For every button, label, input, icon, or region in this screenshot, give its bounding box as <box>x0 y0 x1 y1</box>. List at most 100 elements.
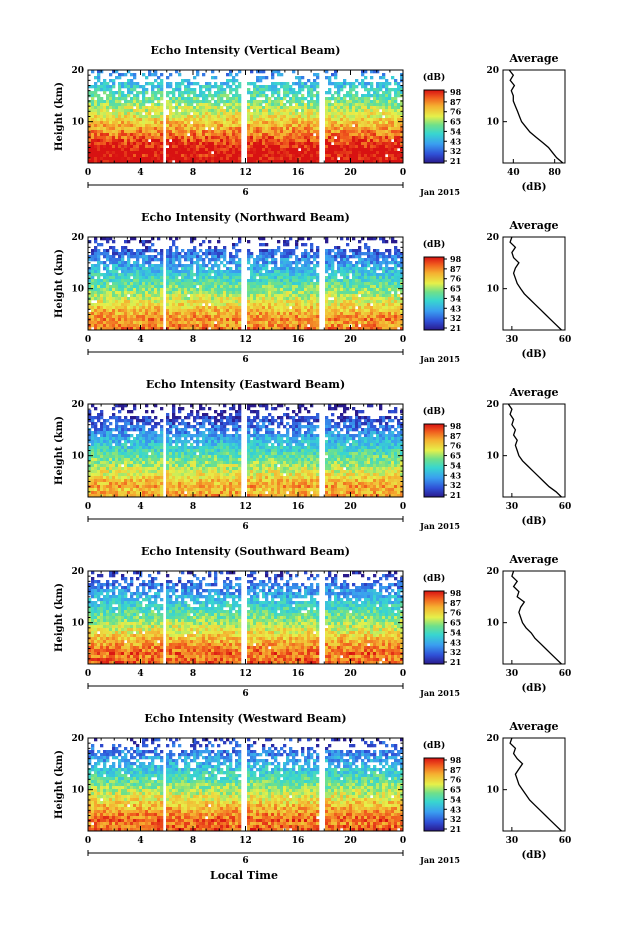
y-tick-label: 10 <box>71 118 84 128</box>
colorbar-unit: (dB) <box>423 573 445 584</box>
average-profile-line <box>509 236 562 331</box>
y-tick-label: 20 <box>71 66 84 76</box>
panel-title: Echo Intensity (Vertical Beam) <box>150 44 340 57</box>
colorbar-unit: (dB) <box>423 72 445 83</box>
average-title: Average <box>508 219 558 232</box>
colorbar-tick-label: 21 <box>450 323 461 333</box>
x-tick-label: 4 <box>137 335 143 345</box>
panel-title: Echo Intensity (Westward Beam) <box>144 712 346 725</box>
x-tick-label: 12 <box>239 502 252 512</box>
y-axis-label: Height (km) <box>54 416 65 485</box>
heatmap-cells <box>88 237 404 331</box>
x-tick-label: 16 <box>292 669 305 679</box>
colorbar-tick-label: 54 <box>450 794 462 804</box>
colorbar-tick-label: 65 <box>450 117 461 127</box>
date-label: Jan 2015 <box>419 521 460 531</box>
date-label: Jan 2015 <box>419 354 460 364</box>
colorbar-tick-label: 65 <box>450 618 461 628</box>
average-title: Average <box>508 386 558 399</box>
average-profile-line <box>507 403 562 498</box>
heatmap-cells <box>88 404 404 498</box>
x-tick-label: 20 <box>344 836 357 846</box>
avg-y-tick-label: 10 <box>486 118 499 128</box>
x-tick-label: 0 <box>85 168 91 178</box>
avg-x-tick-label: 80 <box>548 168 561 178</box>
average-frame <box>502 69 566 164</box>
y-axis-label: Height (km) <box>54 249 65 318</box>
day-label: 6 <box>242 522 248 532</box>
colorbar-unit: (dB) <box>423 239 445 250</box>
avg-x-axis-label: (dB) <box>522 683 547 694</box>
avg-y-tick-label: 20 <box>486 233 499 243</box>
y-axis-label: Height (km) <box>54 583 65 652</box>
average-profile-line <box>509 737 562 832</box>
avg-y-tick-label: 10 <box>486 285 499 295</box>
x-tick-label: 12 <box>239 836 252 846</box>
x-tick-label: 12 <box>239 669 252 679</box>
x-tick-label: 8 <box>190 836 196 846</box>
average-frame <box>502 570 566 665</box>
colorbar <box>423 89 445 164</box>
day-label: 6 <box>242 355 248 365</box>
x-tick-label: 12 <box>239 168 252 178</box>
y-tick-label: 20 <box>71 734 84 744</box>
avg-y-tick-label: 10 <box>486 786 499 796</box>
y-tick-label: 10 <box>71 285 84 295</box>
avg-x-tick-label: 30 <box>506 669 519 679</box>
colorbar-tick-label: 76 <box>450 608 462 618</box>
avg-x-tick-label: 60 <box>559 335 572 345</box>
date-label: Jan 2015 <box>419 187 460 197</box>
avg-y-tick-label: 20 <box>486 734 499 744</box>
heatmap-cells <box>88 571 404 665</box>
avg-y-tick-label: 10 <box>486 452 499 462</box>
day-label: 6 <box>242 689 248 699</box>
panel-1: Echo Intensity (Northward Beam) 10 20 Heigh… <box>54 211 571 365</box>
colorbar-tick-label: 87 <box>450 431 461 441</box>
date-label: Jan 2015 <box>419 688 460 698</box>
colorbar-tick-label: 65 <box>450 451 461 461</box>
avg-y-tick-label: 20 <box>486 66 499 76</box>
x-tick-label: 20 <box>344 669 357 679</box>
x-tick-label: 20 <box>344 335 357 345</box>
avg-x-axis-label: (dB) <box>522 516 547 527</box>
avg-x-tick-label: 60 <box>559 836 572 846</box>
colorbar-tick-label: 32 <box>450 814 461 824</box>
colorbar-tick-label: 98 <box>450 588 462 598</box>
x-tick-label: 12 <box>239 335 252 345</box>
x-tick-label: 0 <box>85 669 91 679</box>
x-tick-label: 4 <box>137 836 143 846</box>
x-tick-label: 16 <box>292 335 305 345</box>
colorbar-tick-label: 43 <box>450 637 462 647</box>
avg-y-tick-label: 10 <box>486 619 499 629</box>
average-profile-line <box>511 570 562 665</box>
colorbar-tick-label: 87 <box>450 97 461 107</box>
day-label: 6 <box>242 188 248 198</box>
colorbar-tick-label: 76 <box>450 274 462 284</box>
colorbar-tick-label: 32 <box>450 146 461 156</box>
x-tick-label: 16 <box>292 836 305 846</box>
average-title: Average <box>508 553 558 566</box>
y-axis-label: Height (km) <box>54 750 65 819</box>
x-tick-label: 4 <box>137 168 143 178</box>
colorbar-tick-label: 76 <box>450 775 462 785</box>
colorbar-tick-label: 43 <box>450 470 462 480</box>
colorbar-tick-label: 87 <box>450 765 461 775</box>
colorbar <box>423 423 445 498</box>
colorbar-tick-label: 98 <box>450 421 462 431</box>
colorbar-unit: (dB) <box>423 406 445 417</box>
x-tick-label: 8 <box>190 335 196 345</box>
colorbar-tick-label: 98 <box>450 254 462 264</box>
avg-y-tick-label: 20 <box>486 400 499 410</box>
date-label: Jan 2015 <box>419 855 460 865</box>
colorbar <box>423 590 445 665</box>
colorbar-tick-label: 87 <box>450 598 461 608</box>
x-tick-label: 20 <box>344 168 357 178</box>
average-title: Average <box>508 52 558 65</box>
panel-3: Echo Intensity (Southward Beam) 10 20 Heigh… <box>54 545 571 699</box>
x-tick-label: 4 <box>137 669 143 679</box>
colorbar <box>423 757 445 832</box>
y-tick-label: 10 <box>71 619 84 629</box>
colorbar-tick-label: 87 <box>450 264 461 274</box>
